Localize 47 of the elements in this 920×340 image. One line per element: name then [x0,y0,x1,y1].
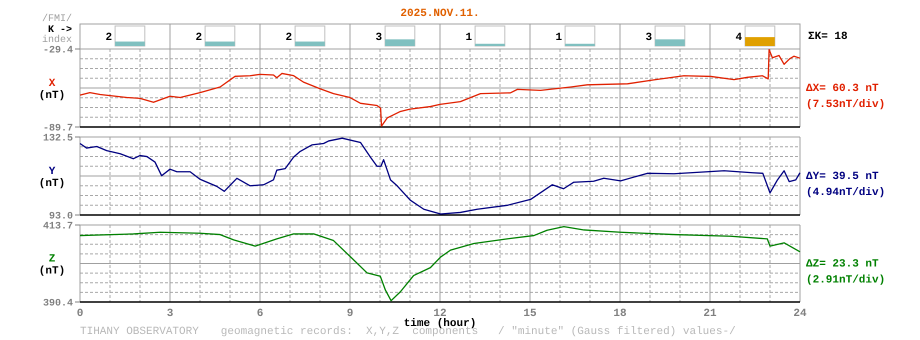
y-tick-label: 390.4 [42,298,73,310]
data-label: 4 [735,32,742,44]
x-tick-label: 0 [76,308,84,320]
y-tick-label: 413.7 [42,222,73,232]
data-label: 3 [375,32,382,44]
data-label: 2 [195,32,202,44]
data-label: 1 [555,32,562,44]
y-axis-title: Z (nT) [38,254,66,278]
text: (7.53nT/div) [806,99,886,111]
y-axis-title: Y (nT) [38,166,66,190]
text: TIHANY OBSERVATORY [80,326,200,338]
data-label: 2 [105,32,112,44]
text: (4.94nT/div) [806,187,886,199]
bar [655,39,685,46]
y-axis-title: K -> [48,25,72,36]
data-label: 3 [645,32,652,44]
x-tick-label: 21 [703,308,717,320]
text: ΔZ= 23.3 nT [806,258,880,270]
data-label: 2 [285,32,292,44]
x-tick-label: 9 [346,308,354,320]
text: ΣK= 18 [808,31,848,43]
line-series [79,138,801,215]
x-tick-label: 24 [793,308,807,320]
data-label: 1 [465,32,472,44]
y-tick-label: 132.5 [42,134,73,144]
bar [205,42,235,46]
text: ΔY= 39.5 nT [806,171,880,183]
bar [385,39,415,46]
chart-title: 2025.NOV.11. [400,8,480,20]
bar [295,42,325,46]
x-tick-label: 18 [613,308,627,320]
x-tick-label: 6 [256,308,264,320]
bar [115,42,145,46]
text: geomagnetic records: X,Y,Z components / "minute" (Gauss filtered) values-/ [220,326,736,338]
bar [745,37,775,46]
y-axis-title: X (nT) [38,78,66,102]
text: /FMI/ [42,13,72,25]
x-tick-label: 15 [523,308,537,320]
text: index [42,34,72,46]
x-tick-label: 3 [166,308,174,320]
text: ΔX= 60.3 nT [806,83,880,95]
line-series [79,48,801,127]
text: (2.91nT/div) [806,274,886,286]
y-tick-label: 93.0 [48,212,73,222]
y-tick-label: -29.4 [42,46,73,56]
line-series [79,226,801,302]
y-tick-label: -89.7 [42,124,73,134]
